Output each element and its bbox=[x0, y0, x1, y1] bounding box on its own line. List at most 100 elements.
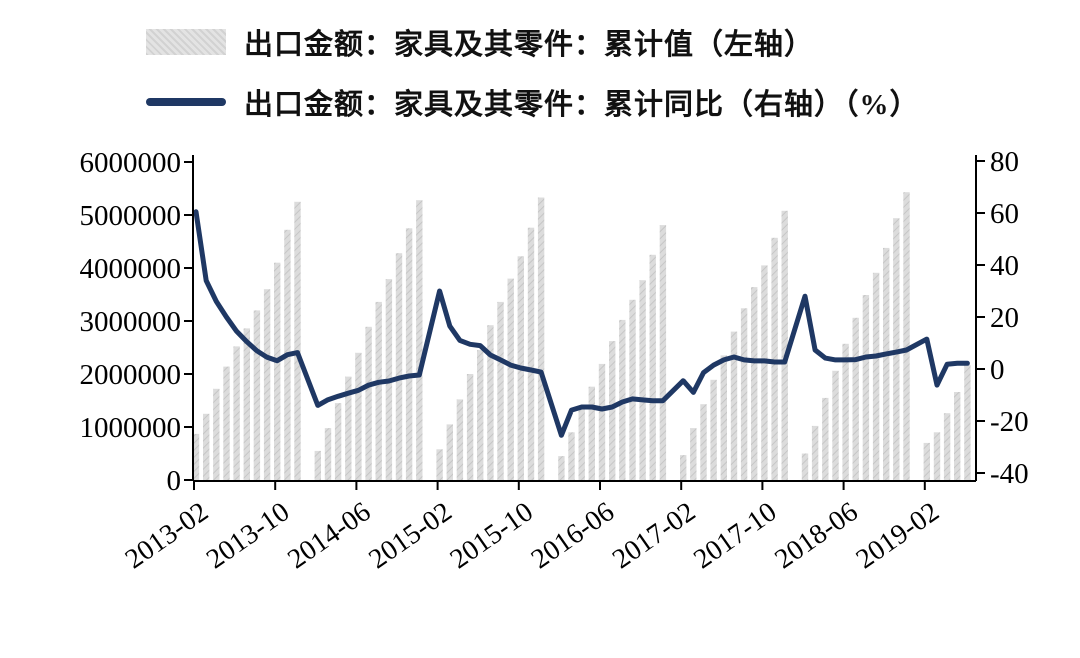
right-axis-tick-label: -40 bbox=[990, 458, 1029, 490]
bar-2017-04 bbox=[700, 404, 707, 480]
x-axis-tick-label: 2015-10 bbox=[445, 496, 539, 575]
bar-2019-03 bbox=[933, 432, 941, 480]
right-axis-tick-label: 40 bbox=[990, 250, 1019, 282]
bar-2018-08 bbox=[862, 295, 870, 480]
bar-2014-03 bbox=[324, 428, 332, 480]
bar-2014-10 bbox=[395, 253, 403, 480]
bar-series bbox=[192, 192, 971, 481]
bar-2013-10 bbox=[274, 262, 281, 480]
bar-2017-02 bbox=[680, 455, 687, 480]
bar-2014-07 bbox=[365, 326, 372, 480]
bar-2018-03 bbox=[811, 425, 819, 480]
x-axis-tick-label: 2018-06 bbox=[769, 496, 863, 575]
yoy-line-series bbox=[193, 209, 970, 438]
right-axis-tick-label: 0 bbox=[990, 354, 1005, 386]
line-swatch-icon bbox=[146, 98, 226, 106]
bar-2018-06 bbox=[842, 343, 849, 480]
bar-2013-06 bbox=[233, 346, 240, 480]
left-axis-tick-label: 3000000 bbox=[80, 306, 182, 338]
bar-2015-04 bbox=[456, 399, 464, 480]
left-axis-tick-label: 1000000 bbox=[80, 412, 182, 444]
bar-2015-07 bbox=[487, 325, 494, 480]
bar-2015-02 bbox=[436, 449, 443, 480]
bar-2018-07 bbox=[852, 317, 859, 480]
hatched-bar-swatch-icon bbox=[146, 29, 226, 55]
left-axis-tick-label: 5000000 bbox=[80, 200, 182, 232]
bar-2016-07 bbox=[609, 341, 616, 480]
bar-2016-03 bbox=[568, 432, 575, 480]
bar-2017-08 bbox=[740, 308, 748, 480]
bar-2015-12 bbox=[537, 197, 545, 480]
legend-item-cumulative-value: 出口金额：家具及其零件：累计值（左轴） bbox=[146, 20, 920, 64]
x-axis-tick-label: 2013-10 bbox=[201, 496, 295, 575]
bar-2013-03 bbox=[203, 413, 210, 481]
bar-2013-08 bbox=[253, 310, 261, 480]
bar-2014-11 bbox=[405, 228, 413, 481]
bar-2013-07 bbox=[243, 328, 250, 480]
left-axis-tick-label: 0 bbox=[167, 465, 182, 497]
bar-2013-02 bbox=[192, 433, 200, 480]
bar-2014-12 bbox=[416, 200, 423, 480]
bar-2013-04 bbox=[213, 388, 220, 480]
bar-2013-09 bbox=[263, 289, 271, 480]
left-axis-tick-label: 2000000 bbox=[80, 359, 182, 391]
legend-label-cumulative-value: 出口金额：家具及其零件：累计值（左轴） bbox=[244, 29, 815, 61]
bar-2017-11 bbox=[771, 237, 778, 480]
left-axis-tick-label: 6000000 bbox=[80, 147, 182, 179]
bar-2015-09 bbox=[507, 278, 514, 480]
bar-2017-09 bbox=[751, 287, 758, 480]
bar-2013-05 bbox=[223, 366, 230, 480]
bar-2018-11 bbox=[893, 218, 900, 480]
bar-2017-07 bbox=[730, 331, 738, 480]
left-axis-tick-label: 4000000 bbox=[80, 253, 182, 285]
bar-2015-06 bbox=[477, 350, 484, 480]
bar-2016-10 bbox=[639, 280, 646, 480]
bar-2015-11 bbox=[527, 227, 535, 480]
x-axis-tick-label: 2019-02 bbox=[851, 496, 945, 575]
x-axis-tick-label: 2017-02 bbox=[607, 496, 701, 575]
bar-2014-04 bbox=[334, 403, 342, 480]
bar-2018-04 bbox=[822, 397, 829, 480]
legend-item-cumulative-yoy: 出口金额：家具及其零件：累计同比（右轴）（%） bbox=[146, 80, 920, 124]
bar-2017-10 bbox=[761, 265, 768, 480]
bar-2017-06 bbox=[720, 355, 727, 480]
axes bbox=[184, 155, 985, 490]
bar-2019-04 bbox=[943, 413, 951, 480]
bar-2016-02 bbox=[558, 456, 565, 480]
bar-2019-06 bbox=[964, 365, 971, 480]
bar-2017-12 bbox=[781, 210, 788, 481]
bar-2016-12 bbox=[659, 225, 667, 480]
bar-2016-09 bbox=[629, 299, 636, 480]
legend-label-cumulative-yoy: 出口金额：家具及其零件：累计同比（右轴）（%） bbox=[244, 89, 920, 121]
x-axis-tick-label: 2015-02 bbox=[363, 496, 457, 575]
yoy-line bbox=[193, 209, 970, 438]
bar-2013-12 bbox=[294, 201, 301, 481]
right-axis-tick-label: -20 bbox=[990, 406, 1029, 438]
bar-2016-04 bbox=[578, 409, 585, 480]
bar-2019-05 bbox=[954, 392, 961, 480]
bar-2014-08 bbox=[375, 301, 382, 480]
right-axis-tick-label: 20 bbox=[990, 302, 1019, 334]
bar-2015-03 bbox=[446, 424, 453, 480]
bar-2015-05 bbox=[466, 374, 474, 480]
bar-2016-05 bbox=[588, 386, 595, 480]
x-axis-tick-label: 2017-10 bbox=[688, 496, 782, 575]
bar-2018-12 bbox=[903, 192, 910, 480]
bar-2014-05 bbox=[345, 376, 352, 480]
legend: 出口金额：家具及其零件：累计值（左轴） 出口金额：家具及其零件：累计同比（右轴）… bbox=[146, 20, 920, 140]
bar-2018-09 bbox=[872, 272, 880, 480]
bar-2018-05 bbox=[832, 370, 839, 480]
bar-2016-06 bbox=[598, 363, 606, 480]
right-axis-tick-label: 80 bbox=[990, 146, 1019, 178]
bar-2016-11 bbox=[649, 254, 656, 481]
bar-2017-05 bbox=[710, 379, 717, 480]
bar-2014-06 bbox=[355, 352, 362, 480]
right-axis-tick-label: 60 bbox=[990, 198, 1019, 230]
bar-2017-03 bbox=[690, 428, 697, 480]
x-axis-tick-label: 2013-02 bbox=[120, 496, 214, 575]
bar-2015-08 bbox=[497, 301, 504, 480]
bar-2018-02 bbox=[801, 453, 809, 480]
x-axis-tick-label: 2014-06 bbox=[282, 496, 376, 575]
